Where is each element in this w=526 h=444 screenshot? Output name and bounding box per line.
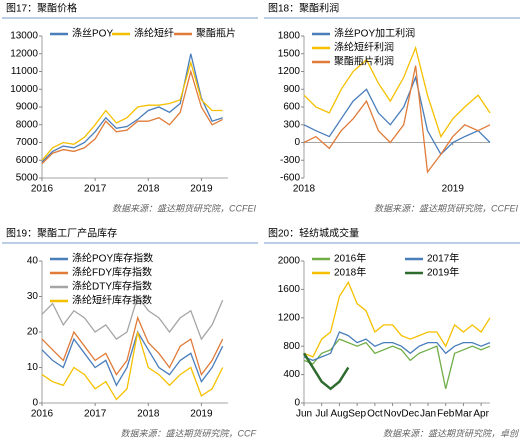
x-tick-label: Feb <box>437 409 455 420</box>
legend-label: 2018年 <box>334 266 366 279</box>
y-tick-label: 2000 <box>278 256 301 267</box>
y-tick-label: 13000 <box>10 31 38 42</box>
x-tick-label: 2018 <box>137 409 160 420</box>
y-tick-label: 800 <box>283 341 300 352</box>
y-tick-label: 30 <box>27 291 39 302</box>
x-tick-label: Jan <box>420 409 436 420</box>
x-tick-label: Nov <box>384 409 402 420</box>
series-line <box>304 339 490 389</box>
legend-label: 聚酯瓶片 <box>196 27 236 40</box>
x-tick-label: Jun <box>296 409 312 420</box>
legend-label: 2019年 <box>427 266 459 279</box>
y-tick-label: 8000 <box>16 119 39 130</box>
legend-label: 涤纶短纤利润 <box>334 41 394 54</box>
chart-caption: 图18：聚酯利润 <box>268 2 339 15</box>
x-tick-label: 2017 <box>84 409 107 420</box>
legend-label: 聚酯瓶片利润 <box>334 55 394 68</box>
legend-label: 2016年 <box>334 252 366 265</box>
y-tick-label: 1500 <box>278 48 301 59</box>
y-tick-label: 11000 <box>11 66 39 77</box>
x-tick-label: 2016 <box>31 184 54 195</box>
y-tick-label: -600 <box>280 173 300 184</box>
legend-label: 涤纶短纤库存指数 <box>72 294 152 307</box>
y-tick-label: 6000 <box>16 155 39 166</box>
y-tick-label: 0 <box>32 398 38 409</box>
page: 图17：聚酯价格数据来源：盛达期货研究院，CCFEI50006000700080… <box>0 0 526 444</box>
series-line <box>304 66 490 173</box>
y-tick-label: 0 <box>294 137 300 148</box>
series-line <box>42 72 223 164</box>
x-tick-label: 2019 <box>190 409 213 420</box>
x-tick-label: 2018 <box>293 184 316 195</box>
chart-caption: 图19：聚酯工厂产品库存 <box>6 227 117 240</box>
source-note: 数据来源：盛达期货研究院，CCFEI <box>374 203 519 213</box>
y-tick-label: 0 <box>294 398 300 409</box>
y-tick-label: 10 <box>27 362 39 373</box>
legend-label: 涤纶DTY库存指数 <box>72 280 152 293</box>
y-tick-label: 5000 <box>16 173 39 184</box>
y-tick-label: 12000 <box>10 48 38 59</box>
y-tick-label: 40 <box>27 256 39 267</box>
x-tick-label: 2019 <box>190 184 213 195</box>
chart-caption: 图17：聚酯价格 <box>6 2 77 15</box>
x-tick-label: Aug <box>331 409 349 420</box>
series-line <box>304 48 490 137</box>
y-tick-label: 400 <box>283 369 300 380</box>
series-line <box>42 54 223 162</box>
source-note: 数据来源：盛达期货研究院，卓创 <box>383 428 520 438</box>
y-tick-label: 1200 <box>278 312 301 323</box>
legend-label: 涤纶短纤 <box>134 27 174 40</box>
x-tick-label: 2017 <box>84 184 107 195</box>
x-tick-label: 2016 <box>31 409 54 420</box>
y-tick-label: 7000 <box>16 137 39 148</box>
x-tick-label: Mar <box>455 409 473 420</box>
x-tick-label: Oct <box>367 409 383 420</box>
source-note: 数据来源：盛达期货研究院，CCFEI <box>112 203 257 213</box>
y-tick-label: 300 <box>283 119 300 130</box>
x-tick-label: Apr <box>473 409 489 420</box>
y-tick-label: 1200 <box>278 66 301 77</box>
legend-label: 涤纶POY库存指数 <box>72 252 153 265</box>
x-tick-label: Sep <box>348 409 366 420</box>
source-note: 数据来源：盛达期货研究院，CCF <box>121 428 257 438</box>
legend-label: 涤纶FDY库存指数 <box>72 266 152 279</box>
y-tick-label: 10000 <box>10 84 38 95</box>
y-tick-label: 1600 <box>278 284 301 295</box>
y-tick-label: 9000 <box>16 102 39 113</box>
x-tick-label: Dec <box>401 409 419 420</box>
y-tick-label: 900 <box>283 84 300 95</box>
y-tick-label: -300 <box>280 155 300 166</box>
y-tick-label: 600 <box>283 102 300 113</box>
legend-label: 2017年 <box>427 252 459 265</box>
chart-caption: 图20：轻纺城成交量 <box>268 227 359 240</box>
series-line <box>304 353 348 389</box>
series-line <box>304 282 490 357</box>
legend-label: 涤丝POY加工利润 <box>334 27 415 40</box>
x-tick-label: Jul <box>315 409 328 420</box>
x-tick-label: 2018 <box>137 184 160 195</box>
y-tick-label: 20 <box>27 327 39 338</box>
series-line <box>304 332 490 360</box>
series-line <box>42 63 223 161</box>
y-tick-label: 1800 <box>278 31 301 42</box>
x-tick-label: 2019 <box>442 184 465 195</box>
legend-label: 涤丝POY <box>72 27 113 40</box>
